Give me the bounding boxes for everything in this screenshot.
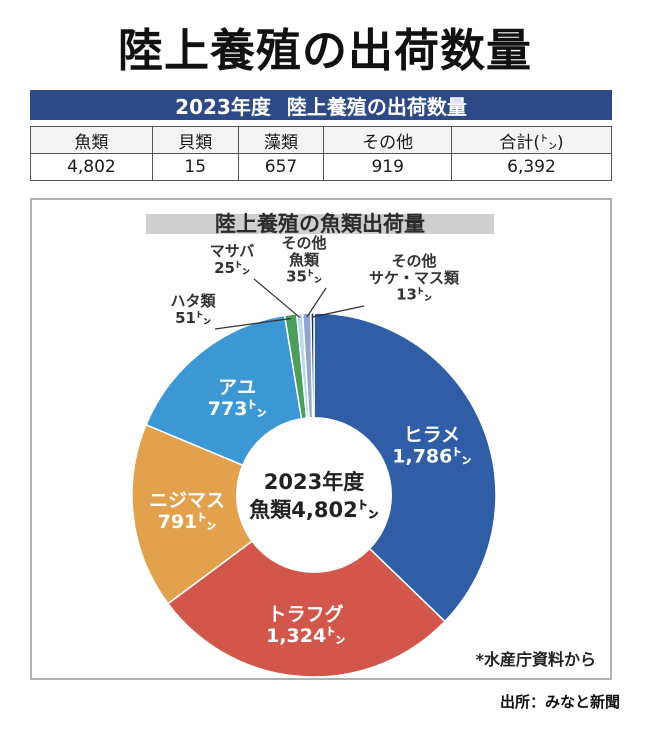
summary-value-other: 919 [323, 153, 452, 181]
chart-title-underlay [146, 214, 494, 234]
summary-value-row: 4,802 15 657 919 6,392 [30, 153, 613, 181]
summary-header-total: 合計(㌧) [450, 126, 613, 154]
data-label-slice-3: アユ 773㌧ [208, 377, 267, 420]
summary-value-total: 6,392 [450, 153, 613, 181]
center-label-total: 魚類4,802㌧ [249, 498, 378, 522]
leader-line-slice-5 [253, 278, 301, 319]
summary-banner: 2023年度 陸上養殖の出荷数量 [30, 90, 612, 120]
summary-header-fish: 魚類 [30, 126, 153, 154]
page-title: 陸上養殖の出荷数量 [117, 24, 532, 77]
pie-slice-0 [313, 312, 497, 623]
leader-line-slice-4 [214, 317, 292, 330]
data-label-slice-2: ニジマス 791㌧ [149, 490, 225, 533]
data-label-slice-1: トラフグ 1,324㌧ [266, 603, 345, 647]
banner-title: 陸上養殖の出荷数量 [286, 94, 467, 119]
data-label-slice-6: その他魚類 35㌧ [281, 234, 326, 286]
summary-header-other: その他 [323, 126, 452, 154]
data-label-slice-7: その他サケ・マス類 13㌧ [369, 252, 460, 304]
leader-line-slice-6 [306, 287, 327, 318]
banner-year: 2023年度 [175, 94, 271, 119]
data-label-slice-4: ハタ類 51㌧ [170, 292, 216, 327]
summary-value-seaweed: 657 [237, 153, 325, 181]
summary-value-fish: 4,802 [30, 153, 153, 181]
pie-slice-2 [131, 423, 316, 605]
data-label-slice-5: マサバ 25㌧ [210, 242, 254, 277]
summary-header-seaweed: 藻類 [237, 126, 325, 154]
source-note: 出所：みなと新聞 [499, 693, 620, 711]
summary-value-shellfish: 15 [151, 153, 239, 181]
pie-slice-1 [166, 494, 446, 678]
center-label-year: 2023年度 [264, 470, 364, 494]
leader-line-slice-7 [312, 305, 365, 318]
summary-header-row: 魚類 貝類 藻類 その他 合計(㌧) [30, 126, 613, 154]
chart-title: 陸上養殖の魚類出荷量 [215, 212, 425, 236]
summary-table: 魚類 貝類 藻類 その他 合計(㌧) 4,802 15 657 919 6,39… [30, 126, 613, 181]
data-label-slice-0: ヒラメ 1,786㌧ [392, 424, 471, 467]
chart-note: *水産庁資料から [476, 650, 596, 669]
donut-center-hole [236, 417, 392, 573]
